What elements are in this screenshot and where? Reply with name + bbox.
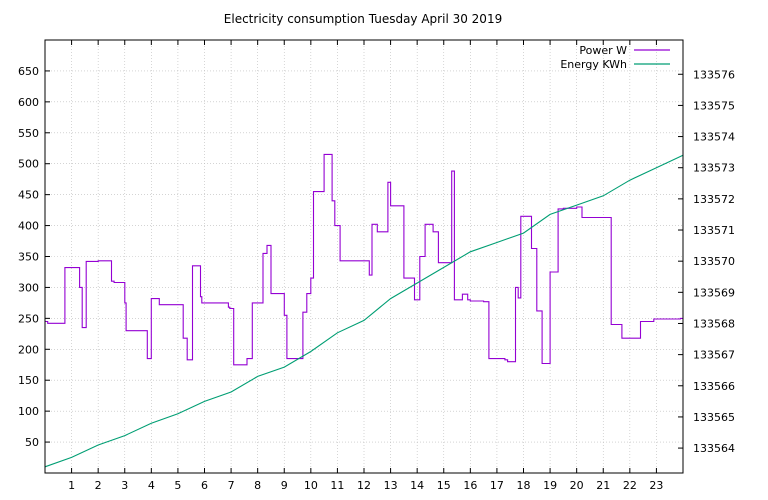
y2-tick-label: 133576	[693, 68, 735, 81]
x-tick-label: 5	[174, 479, 181, 492]
x-tick-label: 19	[543, 479, 557, 492]
x-tick-label: 9	[281, 479, 288, 492]
ticks: 1 2 3 4 5 6 7 8 9 10 11 12 13 14 15 16 17 18 19 20 21 22 23501…	[18, 40, 735, 492]
x-tick-label: 18	[517, 479, 531, 492]
y-tick-label: 50	[25, 436, 39, 449]
y2-tick-label: 133568	[693, 317, 735, 330]
y-tick-label: 150	[18, 374, 39, 387]
legend-label-energy: Energy KWh	[560, 58, 627, 71]
x-tick-label: 23	[649, 479, 663, 492]
y2-tick-label: 133565	[693, 411, 735, 424]
y-tick-label: 200	[18, 343, 39, 356]
x-tick-label: 17	[490, 479, 504, 492]
x-tick-label: 4	[148, 479, 155, 492]
series-line-energy	[44, 154, 684, 468]
legend: Power W Energy KWh	[560, 44, 670, 71]
y2-tick-label: 133570	[693, 255, 735, 268]
x-tick-label: 8	[254, 479, 261, 492]
series-layer	[44, 153, 684, 468]
y-tick-label: 500	[18, 158, 39, 171]
y2-tick-label: 133575	[693, 99, 735, 112]
y-tick-label: 650	[18, 65, 39, 78]
y2-tick-label: 133574	[693, 131, 735, 144]
y2-tick-label: 133573	[693, 162, 735, 175]
x-tick-label: 10	[304, 479, 318, 492]
x-tick-label: 7	[228, 479, 235, 492]
grid	[45, 40, 683, 473]
x-tick-label: 11	[330, 479, 344, 492]
x-tick-label: 13	[384, 479, 398, 492]
y-tick-label: 600	[18, 96, 39, 109]
x-tick-label: 22	[623, 479, 637, 492]
x-tick-label: 14	[410, 479, 424, 492]
y2-tick-label: 133564	[693, 442, 735, 455]
y-tick-label: 400	[18, 220, 39, 233]
x-tick-label: 3	[121, 479, 128, 492]
legend-label-power: Power W	[579, 44, 627, 57]
x-tick-label: 15	[437, 479, 451, 492]
x-tick-label: 21	[596, 479, 610, 492]
x-tick-label: 12	[357, 479, 371, 492]
x-tick-label: 20	[570, 479, 584, 492]
y-tick-label: 100	[18, 405, 39, 418]
y2-tick-label: 133571	[693, 224, 735, 237]
y-tick-label: 300	[18, 281, 39, 294]
y-tick-label: 350	[18, 251, 39, 264]
y2-tick-label: 133566	[693, 380, 735, 393]
y-tick-label: 550	[18, 127, 39, 140]
y2-tick-label: 133567	[693, 349, 735, 362]
x-tick-label: 16	[463, 479, 477, 492]
x-tick-label: 6	[201, 479, 208, 492]
x-tick-label: 2	[95, 479, 102, 492]
y2-tick-label: 133569	[693, 286, 735, 299]
y-tick-label: 250	[18, 312, 39, 325]
y-tick-label: 450	[18, 189, 39, 202]
chart-title: Electricity consumption Tuesday April 30…	[224, 12, 502, 26]
y2-tick-label: 133572	[693, 193, 735, 206]
x-tick-label: 1	[68, 479, 75, 492]
series-line-power	[45, 153, 683, 366]
